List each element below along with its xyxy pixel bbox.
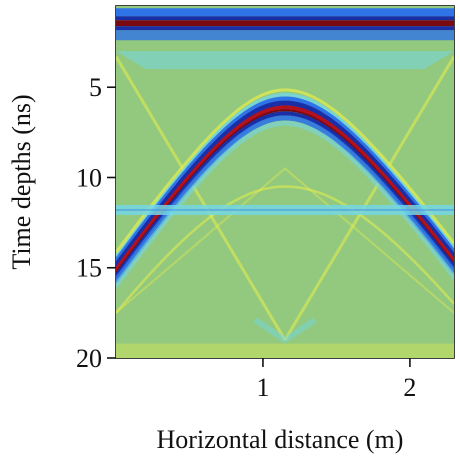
hyperbola-blue-outer: [116, 96, 454, 264]
secondary-hyperbola: [116, 185, 454, 314]
x-tick-label: 2: [403, 373, 416, 402]
hyperbola-red: [116, 105, 454, 272]
y-tick-label: 10: [76, 163, 102, 192]
x-axis-label: Horizontal distance (m): [157, 425, 404, 454]
direct-wave-blue-top: [116, 8, 454, 17]
horizontal-reflector-core: [116, 208, 454, 211]
hyperbola-deep-blue-inner: [116, 111, 454, 278]
hyperbola-deep-blue: [116, 100, 454, 269]
direct-wave-deep-bottom: [116, 26, 454, 31]
diagonal-wave-right-down: [283, 55, 454, 341]
direct-wave-deep-top: [116, 16, 454, 21]
bottom-band: [116, 343, 454, 358]
y-tick-label: 5: [89, 73, 102, 102]
diagonal-wave-left-down: [116, 55, 287, 341]
y-tick-label: 15: [76, 254, 102, 283]
hyperbola-yellow-flank: [116, 88, 454, 254]
y-axis-label: Time depths (ns): [7, 94, 36, 269]
y-axis-ticks: 5 10 15 20: [76, 73, 116, 373]
direct-wave-blue-bottom: [116, 30, 454, 41]
y-tick-label: 20: [76, 344, 102, 373]
direct-wave-tail: [116, 51, 454, 70]
diagonal-wave-apex-cyan: [253, 317, 317, 344]
horizontal-reflector: [116, 204, 454, 215]
heatmap-area: [116, 6, 454, 358]
diagonal-wave-lower: [116, 167, 454, 314]
direct-wave-red: [116, 20, 454, 27]
x-tick-label: 1: [256, 373, 269, 402]
